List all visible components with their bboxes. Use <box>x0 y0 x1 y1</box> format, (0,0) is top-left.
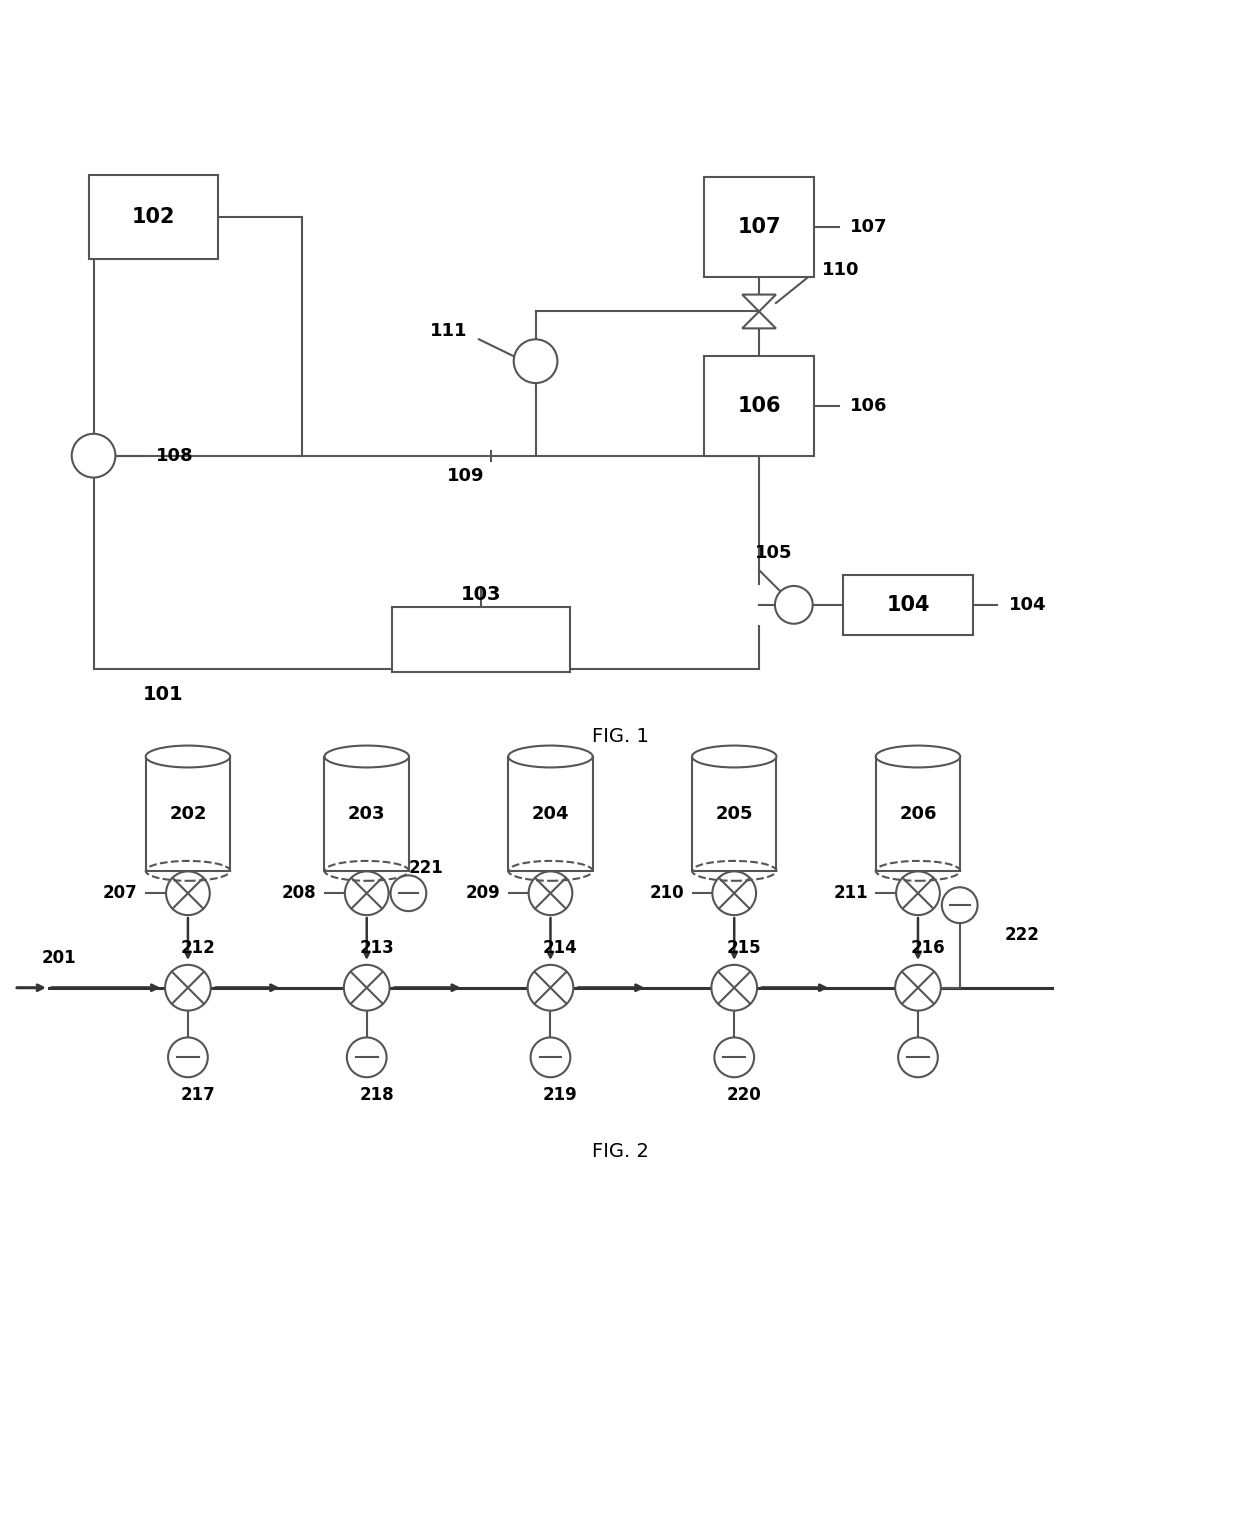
Text: 222: 222 <box>1004 927 1039 945</box>
Text: 103: 103 <box>461 586 501 604</box>
Text: 214: 214 <box>543 939 578 957</box>
Text: 205: 205 <box>715 804 753 822</box>
Circle shape <box>531 1037 570 1078</box>
Text: 109: 109 <box>448 466 485 484</box>
Text: 215: 215 <box>727 939 761 957</box>
Circle shape <box>775 586 812 624</box>
Circle shape <box>898 1037 937 1078</box>
Bar <box>692 757 776 871</box>
Text: 104: 104 <box>887 595 930 615</box>
Text: 203: 203 <box>348 804 386 822</box>
Circle shape <box>391 875 427 911</box>
Circle shape <box>347 1037 387 1078</box>
Circle shape <box>714 1037 754 1078</box>
Circle shape <box>528 964 573 1011</box>
Circle shape <box>343 964 389 1011</box>
Text: 202: 202 <box>169 804 207 822</box>
Text: 105: 105 <box>755 544 792 562</box>
Bar <box>704 177 813 277</box>
Text: 107: 107 <box>849 218 887 236</box>
Text: 207: 207 <box>103 884 138 902</box>
Circle shape <box>942 887 977 924</box>
Bar <box>146 757 231 871</box>
Bar <box>508 757 593 871</box>
Ellipse shape <box>325 745 409 768</box>
Circle shape <box>897 872 940 914</box>
Circle shape <box>169 1037 208 1078</box>
Text: 206: 206 <box>899 804 936 822</box>
Text: 101: 101 <box>143 684 184 704</box>
Bar <box>325 757 409 871</box>
Ellipse shape <box>875 745 960 768</box>
Text: 211: 211 <box>833 884 868 902</box>
Text: 108: 108 <box>156 447 193 465</box>
Text: 212: 212 <box>181 939 216 957</box>
Text: 216: 216 <box>910 939 945 957</box>
Circle shape <box>345 872 388 914</box>
Circle shape <box>165 964 211 1011</box>
Text: 110: 110 <box>822 260 859 279</box>
Text: 204: 204 <box>532 804 569 822</box>
Text: FIG. 1: FIG. 1 <box>591 727 649 745</box>
Text: FIG. 2: FIG. 2 <box>591 1143 649 1161</box>
Ellipse shape <box>692 745 776 768</box>
Text: 102: 102 <box>131 207 175 227</box>
Circle shape <box>712 964 758 1011</box>
Text: 106: 106 <box>738 397 781 416</box>
Text: 111: 111 <box>430 322 467 341</box>
Circle shape <box>712 872 756 914</box>
Bar <box>875 757 960 871</box>
Polygon shape <box>743 312 776 329</box>
Text: 208: 208 <box>281 884 316 902</box>
Polygon shape <box>743 295 776 312</box>
Bar <box>843 575 972 634</box>
Text: 219: 219 <box>543 1086 578 1104</box>
Ellipse shape <box>508 745 593 768</box>
Circle shape <box>895 964 941 1011</box>
Text: 209: 209 <box>465 884 500 902</box>
Text: 210: 210 <box>650 884 684 902</box>
Text: 106: 106 <box>849 397 887 415</box>
Text: 217: 217 <box>181 1086 216 1104</box>
Circle shape <box>513 339 558 383</box>
Text: 201: 201 <box>41 949 76 967</box>
Bar <box>704 356 813 456</box>
Ellipse shape <box>146 745 231 768</box>
Text: 213: 213 <box>360 939 394 957</box>
Circle shape <box>528 872 573 914</box>
Bar <box>88 174 218 259</box>
Text: 218: 218 <box>360 1086 394 1104</box>
Text: 220: 220 <box>727 1086 761 1104</box>
Text: 221: 221 <box>409 860 444 878</box>
Circle shape <box>166 872 210 914</box>
Text: 104: 104 <box>1008 597 1047 613</box>
Circle shape <box>72 435 115 477</box>
Text: 107: 107 <box>738 217 781 236</box>
Bar <box>392 607 570 672</box>
